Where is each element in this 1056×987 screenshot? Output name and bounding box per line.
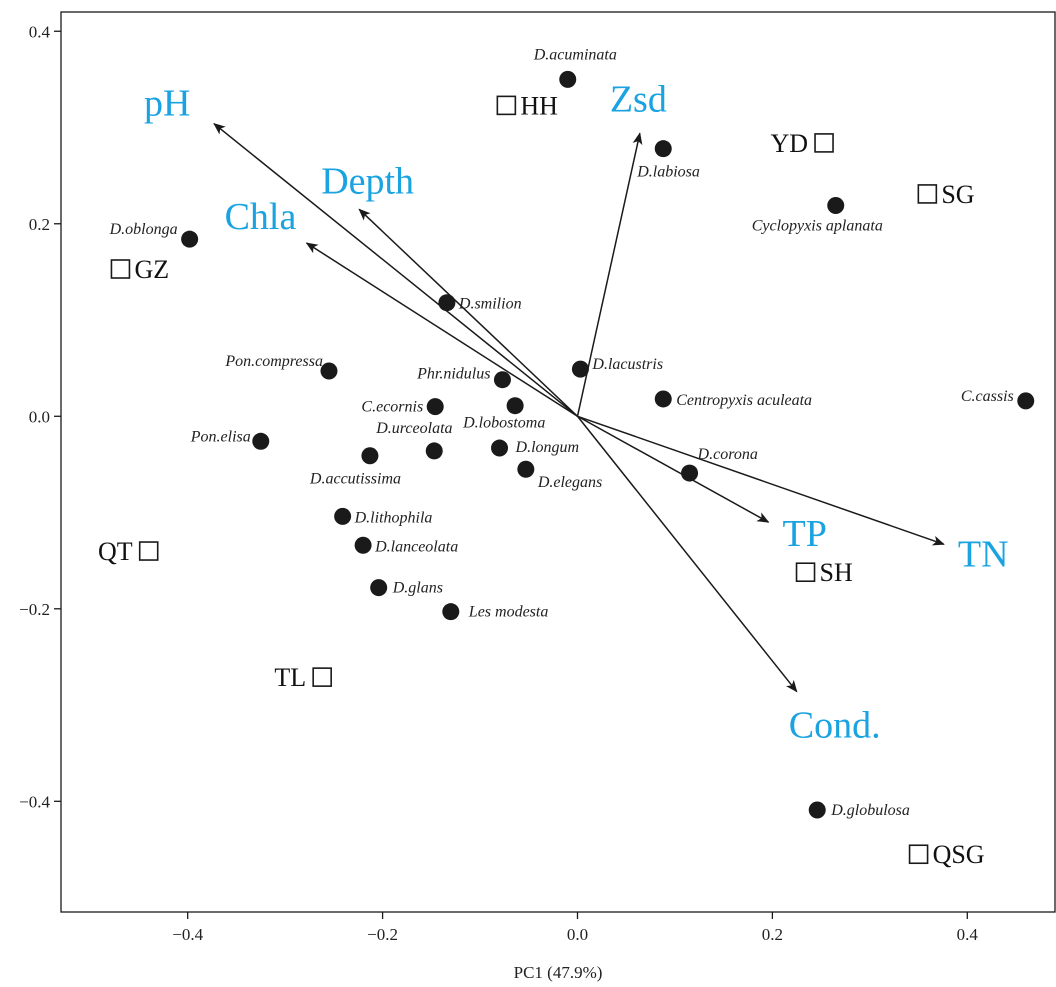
site-marker-yd [814,133,834,153]
x-axis-title: PC1 (47.9%) [514,963,603,982]
site-marker-hh [496,95,517,116]
species-label-d-lobostoma: D.lobostoma [462,415,545,432]
species-label-pon-compressa: Pon.compressa [224,353,323,370]
species-point-les-modesta [442,603,460,621]
site-label-qt: QT [98,537,133,566]
species-label-d-globulosa: D.globulosa [830,802,910,819]
vector-label-depth: Depth [321,160,414,202]
species-label-d-oblonga: D.oblonga [109,221,178,238]
species-point-d-lithophila [334,507,352,525]
y-tick-label: −0.2 [19,600,50,619]
species-label-centropyxis-aculeata: Centropyxis aculeata [676,392,812,409]
site-marker-qt [138,541,159,561]
y-axis: −0.4 −0.2 0.0 0.2 0.4 [19,22,61,811]
species-point-pon-elisa [252,432,270,450]
species-point-d-smilion [438,294,456,312]
vector-tp [577,415,770,523]
species-label-cyclopyxis-aplanata: Cyclopyxis aplanata [752,217,883,234]
x-tick-label: −0.4 [172,925,203,944]
species-point-d-elegans [517,460,535,478]
species-point-d-corona [681,464,699,482]
species-label-d-corona: D.corona [697,446,758,463]
species-label-d-glans: D.glans [392,580,443,597]
species-label-phr-nidulus: Phr.nidulus [416,366,490,383]
species-point-d-lobostoma [506,397,524,415]
x-tick-label: 0.2 [762,925,783,944]
species-point-d-longum [491,439,509,457]
site-label-gz: GZ [134,255,169,284]
vector-depth [358,208,579,417]
site-marker-sh [795,562,816,583]
x-tick-label: −0.2 [367,925,398,944]
y-tick-label: −0.4 [19,792,50,811]
species-label-d-elegans: D.elegans [537,474,602,491]
site-label-sg: SG [941,180,974,209]
site-marker-sg [917,184,938,204]
species-point-phr-nidulus [493,371,511,389]
site-marker-qsg [908,844,929,865]
species-point-centropyxis-aculeata [654,390,672,408]
species-point-d-lacustris [571,360,589,378]
vector-label-tn: TN [958,533,1009,575]
site-label-yd: YD [770,129,808,158]
y-tick-label: 0.0 [29,407,50,426]
vector-cond [576,415,798,693]
x-tick-label: 0.0 [567,925,588,944]
species-point-c-cassis [1017,392,1035,410]
species-label-c-cassis: C.cassis [961,388,1014,405]
species-points: D.acuminata D.labiosa Cyclopyxis aplanata D… [109,46,1035,819]
species-point-d-globulosa [808,801,826,819]
species-label-c-ecornis: C.ecornis [361,399,423,416]
vector-label-cond: Cond. [789,705,881,747]
vector-chla [305,242,578,417]
species-label-d-accutissima: D.accutissima [309,471,401,488]
species-point-d-oblonga [181,230,199,248]
environmental-vectors: pH Zsd Depth Chla TP TN Cond. [144,78,1009,746]
species-point-cyclopyxis-aplanata [827,196,845,214]
species-label-d-lanceolata: D.lanceolata [374,538,458,555]
species-point-d-acuminata [559,70,577,88]
y-tick-label: 0.4 [29,22,51,41]
species-label-d-lacustris: D.lacustris [591,356,663,373]
site-label-hh: HH [520,91,558,120]
species-point-d-labiosa [654,140,672,158]
x-tick-label: 0.4 [957,925,979,944]
species-point-d-urceolata [425,442,443,460]
species-point-d-accutissima [361,447,379,465]
site-label-tl: TL [274,663,306,692]
species-label-d-smilion: D.smilion [458,296,522,313]
species-label-d-acuminata: D.acuminata [533,46,617,63]
species-point-d-glans [370,579,388,597]
y-tick-label: 0.2 [29,215,50,234]
species-label-les-modesta: Les modesta [468,604,549,621]
vector-label-tp: TP [782,513,826,555]
vector-label-zsd: Zsd [610,78,667,120]
species-point-d-lanceolata [354,536,372,554]
vector-label-chla: Chla [225,196,297,238]
site-label-sh: SH [820,558,853,587]
species-label-pon-elisa: Pon.elisa [190,428,251,445]
species-point-c-ecornis [426,398,444,416]
species-label-d-labiosa: D.labiosa [636,164,700,181]
vector-label-ph: pH [144,83,190,125]
site-marker-gz [110,259,131,279]
species-label-d-longum: D.longum [515,439,580,456]
site-label-qsg: QSG [933,840,985,869]
site-markers: HH YD SG GZ QT SH TL QSG [98,91,985,869]
plot-frame [60,11,1056,913]
site-marker-tl [312,667,332,687]
species-label-d-urceolata: D.urceolata [375,420,452,437]
x-axis: −0.4 −0.2 0.0 0.2 0.4 [172,912,978,944]
species-point-pon-compressa [320,362,338,380]
vector-tn [577,415,945,546]
vector-ph [213,123,578,417]
species-label-d-lithophila: D.lithophila [354,509,433,526]
